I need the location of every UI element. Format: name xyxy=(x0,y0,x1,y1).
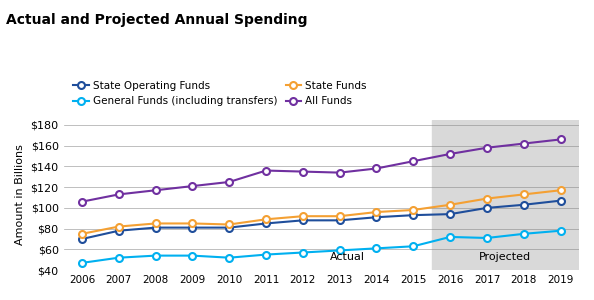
Bar xyxy=(432,120,579,270)
Legend: State Operating Funds, General Funds (including transfers), State Funds, All Fun: State Operating Funds, General Funds (in… xyxy=(69,77,371,110)
Text: Projected: Projected xyxy=(479,252,532,262)
Text: Actual: Actual xyxy=(330,252,365,262)
Text: Actual and Projected Annual Spending: Actual and Projected Annual Spending xyxy=(6,13,308,27)
Y-axis label: Amount in Billions: Amount in Billions xyxy=(15,145,25,245)
